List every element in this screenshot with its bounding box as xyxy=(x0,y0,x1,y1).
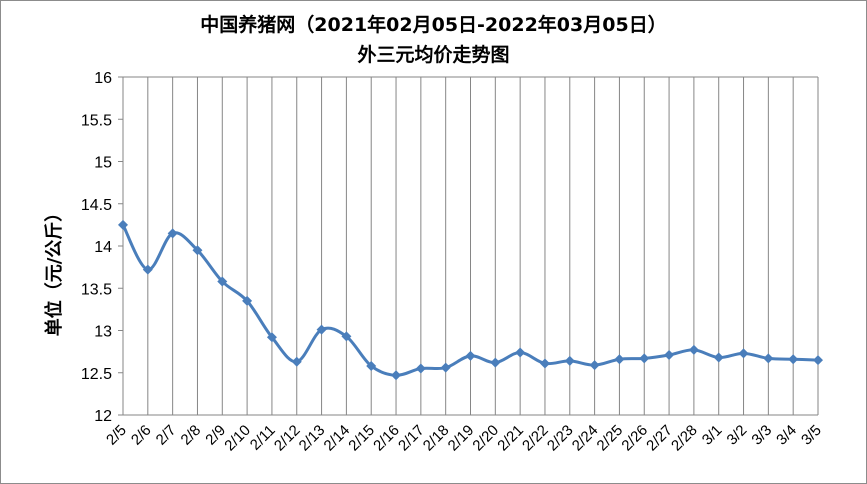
data-point-marker xyxy=(118,219,128,230)
data-point-marker xyxy=(440,362,451,373)
data-point-marker xyxy=(366,360,377,371)
grid-lines xyxy=(122,76,819,416)
data-point-marker xyxy=(564,355,575,366)
x-tick-label: 3/4 xyxy=(773,422,800,449)
data-point-marker xyxy=(589,360,600,371)
y-tick-label: 12 xyxy=(94,408,112,425)
data-point-marker xyxy=(813,355,823,366)
data-point-marker xyxy=(713,352,724,363)
x-tick-label: 2/8 xyxy=(178,422,205,449)
data-point-marker xyxy=(465,350,476,361)
x-tick-label: 2/11 xyxy=(247,422,279,454)
data-point-markers xyxy=(118,219,823,381)
data-point-marker xyxy=(639,353,650,364)
data-point-marker xyxy=(614,354,625,365)
data-point-marker xyxy=(217,276,228,287)
data-point-marker xyxy=(266,332,277,343)
y-tick-label: 14 xyxy=(94,239,112,256)
data-point-marker xyxy=(192,245,203,256)
data-point-marker xyxy=(391,370,402,381)
data-point-marker xyxy=(291,356,302,367)
y-tick-label: 13.5 xyxy=(81,281,112,298)
data-point-marker xyxy=(242,295,253,306)
x-tick-label: 3/5 xyxy=(798,422,825,449)
y-tick-label: 15 xyxy=(94,155,112,172)
data-point-marker xyxy=(688,344,699,355)
data-point-marker xyxy=(788,354,799,365)
data-point-marker xyxy=(142,264,153,275)
data-point-marker xyxy=(316,324,327,335)
x-tick-label: 2/28 xyxy=(668,422,701,455)
data-point-marker xyxy=(490,357,501,368)
y-tick-label: 16 xyxy=(94,70,112,87)
x-axis-ticks: 2/52/62/72/82/92/102/112/122/132/142/152… xyxy=(103,422,825,455)
data-point-marker xyxy=(763,353,774,364)
data-point-marker xyxy=(539,358,550,369)
data-point-marker xyxy=(341,331,352,342)
data-point-marker xyxy=(738,348,749,359)
y-axis-ticks: 12 12.5 13 13.5 14 14.5 15 15.5 16 xyxy=(81,70,123,425)
y-tick-label: 13 xyxy=(94,324,112,341)
x-tick-label: 3/2 xyxy=(724,422,751,449)
x-tick-label: 2/7 xyxy=(153,422,180,449)
y-tick-label: 15.5 xyxy=(81,112,112,129)
x-tick-label: 3/1 xyxy=(699,422,726,449)
y-tick-label: 12.5 xyxy=(81,366,112,383)
y-tick-label: 14.5 xyxy=(81,197,112,214)
chart-subtitle: 外三元均价走势图 xyxy=(357,44,510,66)
x-tick-label: 2/5 xyxy=(103,422,130,449)
chart-title: 中国养猪网（2021年02月05日-2022年03月05日） xyxy=(200,14,667,36)
data-point-marker xyxy=(415,363,426,374)
x-tick-label: 3/3 xyxy=(748,422,775,449)
data-point-marker xyxy=(664,350,675,361)
x-tick-label: 2/6 xyxy=(128,422,155,449)
data-point-marker xyxy=(515,347,526,358)
data-point-marker xyxy=(167,228,178,239)
y-axis-label: 单位（元/公斤） xyxy=(43,204,65,337)
